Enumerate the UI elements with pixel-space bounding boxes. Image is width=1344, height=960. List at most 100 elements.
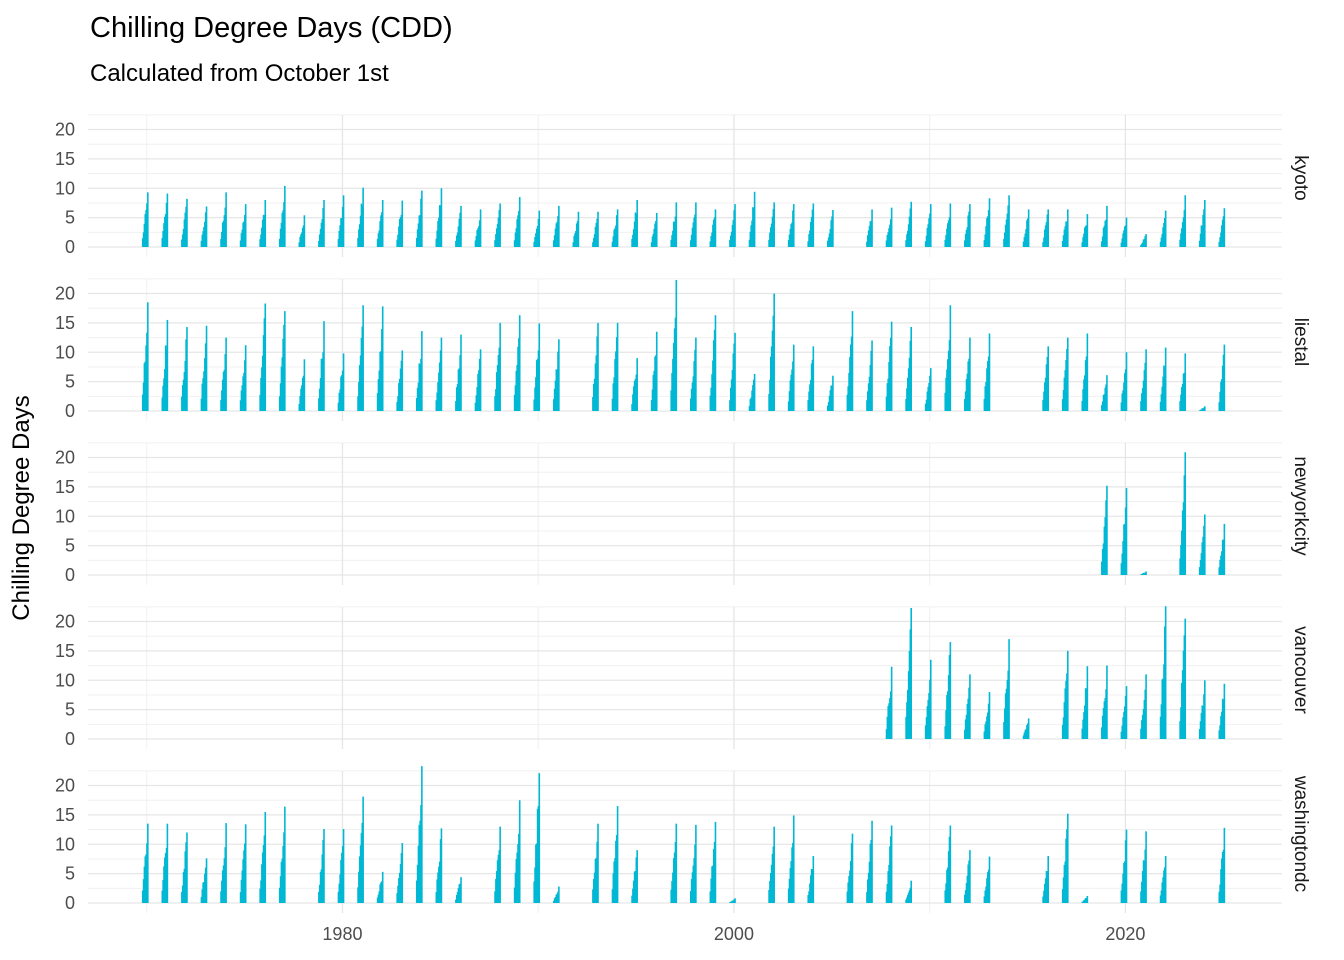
season-bars-2016	[1042, 209, 1050, 247]
season-bars-1983	[396, 843, 404, 903]
season-bars-2022	[1159, 856, 1167, 903]
season-bars-2017	[1061, 209, 1069, 247]
season-bars-2014	[1003, 195, 1010, 247]
season-bars-1978	[298, 215, 306, 247]
season-bars-2018	[1081, 895, 1089, 903]
season-bars-1987	[474, 349, 482, 411]
season-bars-2013	[983, 692, 991, 739]
season-bars-1984	[415, 190, 423, 247]
season-bars-1977	[278, 311, 286, 411]
season-bars-1972	[181, 198, 188, 247]
season-bars-2000	[729, 898, 736, 903]
season-bars-2022	[1159, 606, 1167, 739]
season-bars-1974	[220, 823, 227, 903]
season-bars-2008	[885, 825, 893, 903]
season-bars-1975	[239, 824, 247, 903]
y-tick-label: 5	[65, 536, 75, 556]
season-bars-1983	[396, 350, 404, 411]
season-bars-1970	[141, 192, 149, 247]
season-bars-1991	[552, 205, 560, 247]
season-bars-2021	[1140, 349, 1147, 411]
season-bars-1971	[161, 193, 169, 247]
season-bars-1988	[494, 203, 501, 247]
season-bars-2025	[1218, 344, 1226, 411]
season-bars-2016	[1042, 346, 1050, 411]
season-bars-1996	[650, 212, 658, 247]
season-bars-2010	[924, 204, 932, 247]
season-bars-2000	[729, 204, 736, 247]
season-bars-2017	[1061, 337, 1069, 411]
season-bars-2003	[787, 815, 795, 903]
season-bars-1983	[396, 200, 404, 247]
season-bars-2008	[885, 207, 893, 247]
season-bars-1987	[474, 209, 482, 247]
season-bars-2023	[1179, 353, 1187, 411]
season-bars-2015	[1022, 209, 1030, 247]
season-bars-2012	[964, 850, 971, 903]
season-bars-1989	[513, 800, 521, 903]
season-bars-1992	[572, 211, 580, 247]
season-bars-1980	[337, 353, 345, 411]
season-bars-1985	[435, 188, 443, 247]
season-bars-2004	[807, 203, 815, 247]
season-bars-2011	[944, 642, 952, 739]
season-bars-1980	[337, 195, 345, 247]
season-bars-2018	[1081, 666, 1089, 739]
season-bars-1996	[650, 331, 658, 411]
season-bars-2009	[905, 880, 912, 903]
season-bars-2007	[866, 340, 873, 411]
season-bars-1970	[141, 823, 149, 903]
season-bars-1998	[689, 337, 697, 411]
season-bars-1977	[278, 806, 286, 903]
season-bars-2018	[1081, 214, 1089, 247]
season-bars-1976	[259, 200, 267, 247]
season-bars-2019	[1101, 375, 1108, 411]
season-bars-1984	[415, 766, 423, 903]
season-bars-2009	[905, 201, 912, 247]
y-tick-label: 5	[65, 700, 75, 720]
y-tick-label: 20	[55, 120, 75, 140]
season-bars-2016	[1042, 856, 1050, 903]
y-tick-label: 15	[55, 477, 75, 497]
season-bars-1989	[513, 197, 521, 247]
season-bars-1973	[200, 858, 208, 903]
facet-panel-vancouver: 0 5 10 15 20 vancouver	[55, 606, 1311, 749]
season-bars-1981	[357, 187, 364, 247]
facet-label: newyorkcity	[1290, 456, 1311, 556]
season-bars-1995	[631, 358, 638, 411]
season-bars-2022	[1159, 210, 1167, 247]
y-tick-label: 20	[55, 448, 75, 468]
season-bars-1993	[592, 211, 599, 247]
season-bars-1971	[161, 823, 169, 903]
season-bars-2002	[768, 293, 775, 411]
y-tick-label: 10	[55, 342, 75, 362]
season-bars-1985	[435, 828, 443, 903]
y-tick-label: 5	[65, 864, 75, 884]
season-bars-2025	[1218, 827, 1226, 903]
y-tick-label: 5	[65, 372, 75, 392]
season-bars-1994	[611, 322, 619, 411]
season-bars-1982	[376, 871, 384, 903]
season-bars-1982	[376, 200, 384, 247]
season-bars-1978	[298, 359, 306, 411]
season-bars-2008	[885, 321, 893, 411]
season-bars-2006	[846, 311, 854, 411]
season-bars-2005	[827, 375, 834, 411]
season-bars-1993	[592, 322, 599, 411]
season-bars-1991	[552, 886, 560, 903]
x-tick-label: 2000	[714, 924, 754, 944]
season-bars-1990	[533, 323, 541, 411]
facet-label: washingtondc	[1290, 775, 1311, 892]
chart-title: Chilling Degree Days (CDD)	[90, 12, 453, 44]
y-tick-label: 10	[55, 178, 75, 198]
season-bars-1993	[592, 823, 599, 903]
season-bars-1995	[631, 200, 638, 247]
facet-panel-washingtondc: 0 5 10 15 20 washingtondc	[55, 766, 1311, 913]
season-bars-1977	[278, 185, 286, 247]
y-tick-label: 0	[65, 237, 75, 257]
season-bars-2025	[1218, 683, 1226, 739]
season-bars-2020	[1120, 829, 1128, 903]
season-bars-1997	[670, 823, 678, 903]
facet-panel-newyorkcity: 0 5 10 15 20 newyorkcity	[55, 442, 1311, 585]
season-bars-1976	[259, 811, 267, 903]
